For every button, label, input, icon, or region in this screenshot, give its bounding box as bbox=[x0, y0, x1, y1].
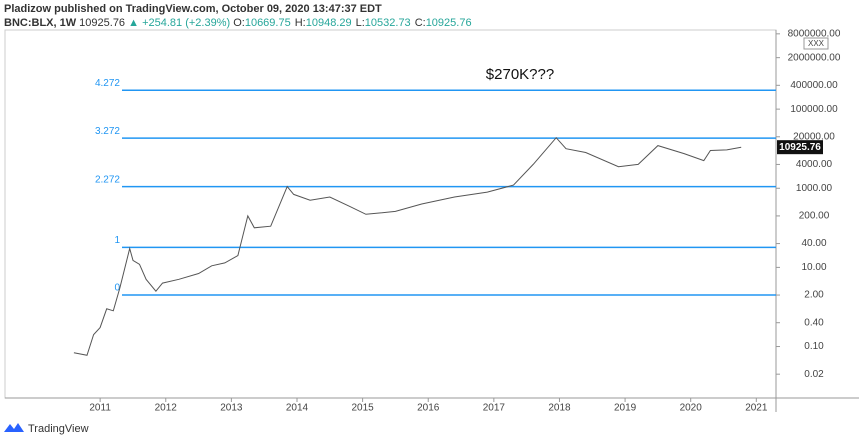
byline-text: Pladizow published on TradingView.com, O… bbox=[4, 3, 382, 15]
y-tick-label: 400000.00 bbox=[790, 80, 838, 91]
x-tick-label: 2017 bbox=[483, 403, 506, 414]
plot-frame bbox=[4, 29, 777, 399]
fib-label: 1 bbox=[114, 235, 120, 246]
y-tick-label: 20000.00 bbox=[793, 131, 835, 142]
x-tick-label: 2011 bbox=[89, 403, 111, 414]
price-line bbox=[73, 136, 742, 356]
y-tick-label: 2.00 bbox=[804, 290, 824, 301]
ohlc-key: L: bbox=[355, 17, 365, 29]
y-tick-label: 8000000.00 bbox=[788, 28, 841, 39]
annotation: $270K??? bbox=[486, 66, 554, 83]
currency-box bbox=[803, 37, 829, 50]
y-tick-label: 100000.00 bbox=[790, 104, 838, 115]
y-tick-label: 4000.00 bbox=[796, 159, 833, 170]
fib-label: 0 bbox=[114, 283, 120, 294]
x-tick-label: 2021 bbox=[745, 403, 768, 414]
fib-label: 4.272 bbox=[95, 78, 120, 89]
legend-row: BNC:BLX, 1W 10925.76 ▲ +254.81 (+2.39%) … bbox=[4, 17, 476, 29]
ohlc-value: 10925.76 bbox=[425, 17, 472, 29]
y-tick-label: 0.10 bbox=[804, 341, 824, 352]
x-tick-label: 2018 bbox=[548, 403, 571, 414]
y-tick-label: 0.02 bbox=[804, 369, 824, 380]
x-tick-label: 2019 bbox=[614, 403, 637, 414]
y-tick-label: 200.00 bbox=[799, 211, 830, 222]
ohlc-value: 10948.29 bbox=[305, 17, 352, 29]
y-tick-label: 10.00 bbox=[801, 262, 826, 273]
change: ▲ +254.81 (+2.39%) bbox=[128, 17, 231, 29]
ohlc-key: H: bbox=[294, 17, 306, 29]
ohlc: O:10669.75 H:10948.29 L:10532.73 C:10925.76 bbox=[233, 17, 475, 29]
fib-label: 3.272 bbox=[95, 126, 120, 137]
x-tick-label: 2015 bbox=[351, 403, 374, 414]
y-tick-label: 40.00 bbox=[801, 238, 826, 249]
currency-label: XXX bbox=[808, 39, 825, 48]
fib-label: 2.272 bbox=[95, 174, 120, 185]
y-tick-label: 0.40 bbox=[804, 317, 824, 328]
price-tag-label: 10925.76 bbox=[779, 142, 821, 153]
ohlc-value: 10669.75 bbox=[244, 17, 291, 29]
ohlc-value: 10532.73 bbox=[364, 17, 411, 29]
logo bbox=[4, 423, 24, 432]
byline: Pladizow published on TradingView.com, O… bbox=[4, 3, 382, 15]
x-tick-label: 2016 bbox=[417, 403, 440, 414]
x-tick-label: 2020 bbox=[680, 403, 703, 414]
last-price: 10925.76 bbox=[79, 17, 126, 29]
x-tick-label: 2013 bbox=[220, 403, 243, 414]
brand: TradingView bbox=[28, 423, 89, 435]
price-tag bbox=[777, 140, 823, 155]
symbol: BNC:BLX, 1W bbox=[4, 17, 77, 29]
x-tick-label: 2012 bbox=[155, 403, 178, 414]
y-tick-label: 1000.00 bbox=[796, 183, 833, 194]
y-tick-label: 2000000.00 bbox=[788, 52, 841, 63]
ohlc-key: C: bbox=[414, 17, 426, 29]
ohlc-key: O: bbox=[233, 17, 245, 29]
x-tick-label: 2014 bbox=[286, 403, 309, 414]
